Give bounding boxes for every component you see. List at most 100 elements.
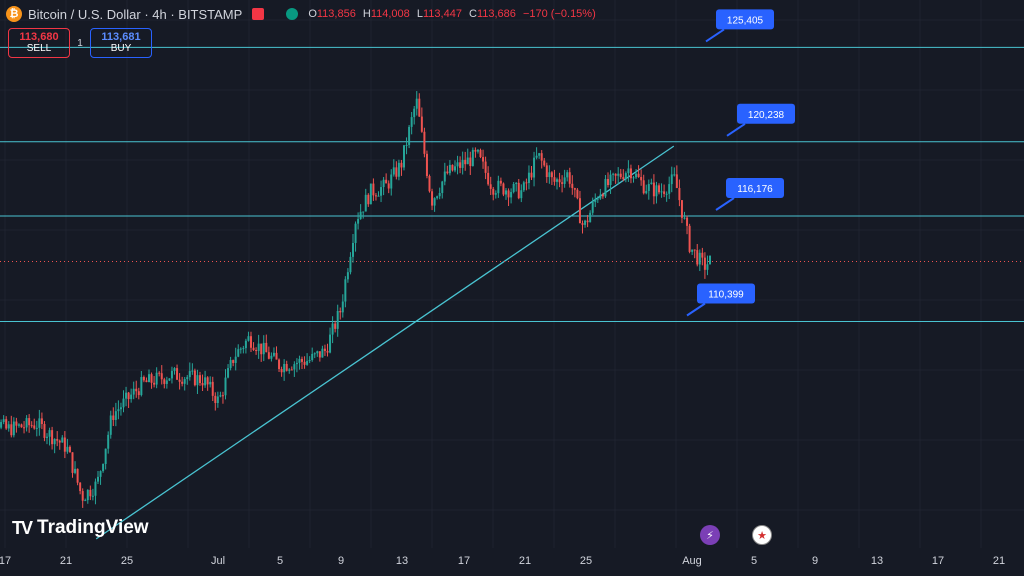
sell-price: 113,680 bbox=[19, 31, 59, 43]
candle-body bbox=[0, 422, 3, 428]
candle-body bbox=[405, 144, 408, 146]
candle-body bbox=[566, 172, 569, 178]
candle-body bbox=[576, 189, 579, 199]
candle-body bbox=[650, 182, 653, 185]
candle-body bbox=[211, 381, 214, 396]
candle-body bbox=[188, 371, 191, 378]
candle-body bbox=[686, 217, 689, 226]
candle-body bbox=[369, 183, 372, 205]
candle-body bbox=[94, 481, 97, 496]
candle-body bbox=[247, 336, 250, 341]
candle-body bbox=[443, 171, 446, 182]
time-axis-label: 13 bbox=[870, 555, 884, 567]
candle-body bbox=[237, 349, 240, 357]
candle-body bbox=[709, 255, 711, 265]
candle-body bbox=[538, 153, 541, 156]
candle-body bbox=[252, 347, 255, 351]
candle-body bbox=[260, 343, 263, 355]
candle-body bbox=[270, 355, 273, 359]
candle-body bbox=[464, 159, 467, 165]
candle-body bbox=[227, 368, 230, 378]
candle-body bbox=[140, 377, 143, 396]
candle-body bbox=[224, 377, 227, 396]
buy-price: 113,681 bbox=[101, 31, 141, 43]
candle-body bbox=[553, 177, 556, 182]
sell-button[interactable]: 113,680 SELL bbox=[8, 28, 70, 58]
candle-body bbox=[176, 368, 179, 380]
candle-body bbox=[68, 446, 71, 453]
candle-body bbox=[589, 212, 592, 223]
candle-body bbox=[362, 211, 365, 213]
candle-body bbox=[382, 179, 385, 188]
candle-body bbox=[680, 200, 683, 218]
candle-body bbox=[512, 184, 515, 193]
candle-body bbox=[612, 173, 615, 175]
candle-body bbox=[448, 164, 451, 174]
candle-body bbox=[691, 249, 694, 252]
candle-body bbox=[461, 159, 464, 168]
candle-body bbox=[525, 182, 528, 184]
candle-body bbox=[10, 424, 13, 436]
candle-body bbox=[413, 108, 416, 118]
buy-button[interactable]: 113,681 BUY bbox=[90, 28, 152, 58]
low-label: L bbox=[416, 8, 423, 20]
candle-body bbox=[308, 359, 311, 362]
candle-body bbox=[275, 352, 278, 360]
candle-body bbox=[99, 471, 102, 477]
time-axis-label: 5 bbox=[750, 555, 758, 567]
candle-body bbox=[51, 430, 54, 445]
us-flag-icon[interactable]: ★ bbox=[752, 525, 772, 545]
candle-body bbox=[298, 358, 301, 363]
candle-body bbox=[214, 395, 217, 404]
candle-body bbox=[533, 157, 536, 178]
candle-body bbox=[497, 180, 500, 194]
candle-body bbox=[285, 363, 288, 371]
flag-icon[interactable] bbox=[252, 8, 265, 20]
tradingview-logo[interactable]: TV TradingView bbox=[12, 517, 149, 539]
candle-body bbox=[329, 334, 332, 353]
candle-body bbox=[278, 359, 281, 370]
candlestick-chart[interactable]: 125,405 120,238 116,176 110,399 bbox=[0, 0, 1024, 548]
candle-body bbox=[290, 369, 293, 371]
candle-body bbox=[181, 381, 184, 384]
candle-body bbox=[408, 126, 411, 145]
candle-body bbox=[293, 364, 296, 370]
sell-label: SELL bbox=[26, 43, 52, 54]
candle-body bbox=[492, 188, 495, 195]
candle-body bbox=[234, 356, 237, 363]
candle-body bbox=[38, 418, 41, 428]
candle-body bbox=[209, 381, 212, 385]
candle-body bbox=[527, 172, 530, 183]
candle-body bbox=[160, 373, 163, 380]
candle-body bbox=[2, 419, 5, 423]
candle-body bbox=[306, 361, 309, 365]
candle-body bbox=[652, 182, 655, 197]
ohlc-values: O113,856 H114,008 L113,447 C113,686 −170… bbox=[308, 8, 599, 20]
time-axis[interactable]: 17 21 25 Jul 5 9 13 17 21 25 Aug 5 9 13 17 21 bbox=[0, 548, 1024, 576]
candle-body bbox=[380, 187, 383, 196]
candle-body bbox=[193, 370, 196, 386]
lightning-icon[interactable]: ⚡ bbox=[700, 525, 720, 545]
price-callout-text: 125,405 bbox=[727, 15, 764, 26]
candle-body bbox=[321, 348, 324, 358]
candle-body bbox=[484, 161, 487, 173]
close-label: C bbox=[469, 8, 477, 20]
candle-body bbox=[581, 223, 584, 225]
candle-body bbox=[556, 179, 558, 182]
candle-body bbox=[15, 421, 18, 426]
candle-body bbox=[372, 183, 375, 196]
candle-body bbox=[109, 415, 112, 435]
candle-body bbox=[601, 194, 604, 197]
symbol-title[interactable]: Bitcoin / U.S. Dollar · 4h · BITSTAMP bbox=[28, 6, 243, 22]
candle-body bbox=[487, 172, 490, 185]
candle-body bbox=[66, 446, 69, 452]
candle-body bbox=[696, 250, 699, 265]
candle-body bbox=[423, 131, 426, 154]
candle-body bbox=[706, 264, 709, 270]
candle-body bbox=[675, 174, 678, 188]
candle-body bbox=[318, 351, 321, 358]
candle-body bbox=[701, 252, 704, 258]
candle-body bbox=[622, 177, 625, 180]
candle-body bbox=[303, 361, 306, 365]
